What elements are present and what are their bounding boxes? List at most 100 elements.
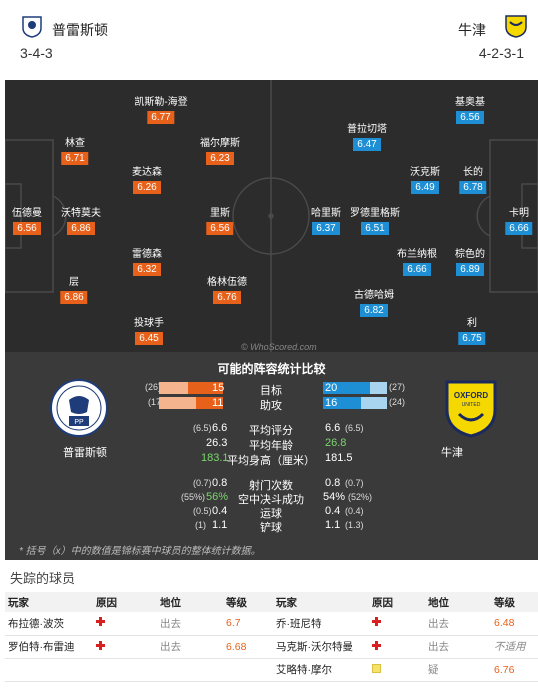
column-header: 等级 xyxy=(223,592,273,612)
away-player[interactable]: 沃克斯 6.49 xyxy=(410,166,440,194)
player-rating: 6.66 xyxy=(505,222,533,235)
home-missing-rating: 6.68 xyxy=(223,635,273,659)
pitch-lines xyxy=(5,80,538,352)
injury-icon xyxy=(93,612,157,636)
player-name: 普拉切塔 xyxy=(347,124,387,135)
away-missing-status: 疑 xyxy=(425,658,491,682)
player-rating: 6.86 xyxy=(67,222,95,235)
player-rating: 6.56 xyxy=(456,111,484,124)
home-player[interactable]: 伍德曼 6.56 xyxy=(12,207,42,235)
player-name: 凯斯勒-海登 xyxy=(134,97,188,108)
home-player[interactable]: 里斯 6.56 xyxy=(206,207,234,235)
home-goals: 15 xyxy=(212,382,225,394)
away-missing-status: 出去 xyxy=(425,635,491,659)
away-season-value: (0.4) xyxy=(345,506,364,516)
player-name: 里斯 xyxy=(210,208,230,219)
home-player[interactable]: 林查 6.71 xyxy=(61,137,89,165)
player-name: 古德哈姆 xyxy=(354,290,394,301)
away-missing-player[interactable]: 马克斯·沃尔特曼 xyxy=(273,635,369,659)
player-rating: 6.49 xyxy=(411,181,439,194)
away-player[interactable]: 古德哈姆 6.82 xyxy=(354,289,394,317)
home-player[interactable]: 雷德森 6.32 xyxy=(132,248,162,276)
home-missing-player xyxy=(5,658,93,682)
injury-icon xyxy=(369,612,425,636)
player-name: 沃克斯 xyxy=(410,167,440,178)
home-season-value: (1) xyxy=(195,520,206,530)
player-rating: 6.51 xyxy=(361,222,389,235)
player-name: 长的 xyxy=(463,167,483,178)
away-player[interactable]: 卡明 6.66 xyxy=(505,207,533,235)
home-player[interactable]: 沃特莫夫 6.86 xyxy=(61,207,101,235)
player-rating: 6.86 xyxy=(60,291,88,304)
away-value: 181.5 xyxy=(325,452,353,464)
player-rating: 6.37 xyxy=(312,222,340,235)
away-value: 1.1 xyxy=(325,519,341,531)
player-rating: 6.56 xyxy=(206,222,234,235)
away-player[interactable]: 长的 6.78 xyxy=(459,166,487,194)
column-header: 等级 xyxy=(491,592,538,612)
player-rating: 6.71 xyxy=(61,152,89,165)
away-player[interactable]: 棕色的 6.89 xyxy=(455,248,485,276)
away-missing-player[interactable]: 乔·班尼特 xyxy=(273,612,369,636)
player-name: 沃特莫夫 xyxy=(61,208,101,219)
player-rating: 6.66 xyxy=(403,263,431,276)
home-team-label: 普雷斯顿 xyxy=(63,447,107,459)
missing-players-title: 失踪的球员 xyxy=(10,571,76,586)
home-player[interactable]: 投球手 6.45 xyxy=(134,317,164,345)
stat-label: 平均年龄 xyxy=(249,440,293,452)
away-team-name[interactable]: 牛津 xyxy=(458,22,486,38)
player-rating: 6.23 xyxy=(206,152,234,165)
table-row: 艾略特·摩尔 疑 6.76 xyxy=(5,658,538,682)
oxford-crest-icon xyxy=(505,15,527,38)
watermark: © WhoScored.com xyxy=(241,342,317,352)
home-player[interactable]: 层 6.86 xyxy=(60,276,88,304)
player-name: 布兰纳根 xyxy=(397,249,437,260)
away-assists: 16 xyxy=(325,397,338,409)
home-season-value: (55%) xyxy=(181,492,206,502)
home-missing-player[interactable]: 布拉德·波茨 xyxy=(5,612,93,636)
stat-label: 运球 xyxy=(260,508,282,520)
column-header: 玩家 xyxy=(5,592,93,612)
svg-text:OXFORD: OXFORD xyxy=(454,391,488,400)
player-rating: 6.89 xyxy=(456,263,484,276)
away-missing-rating: 6.76 xyxy=(491,658,538,682)
player-rating: 6.78 xyxy=(459,181,487,194)
away-season-goals: (27) xyxy=(389,382,406,392)
away-player[interactable]: 哈里斯 6.37 xyxy=(311,207,341,235)
player-name: 层 xyxy=(69,277,79,288)
away-missing-player[interactable]: 艾略特·摩尔 xyxy=(273,658,369,682)
home-value: 183.1 xyxy=(201,452,229,464)
player-name: 福尔摩斯 xyxy=(200,138,240,149)
home-value: 0.8 xyxy=(212,477,228,489)
home-missing-player[interactable]: 罗伯特·布雷迪 xyxy=(5,635,93,659)
player-name: 罗德里格斯 xyxy=(350,208,400,219)
away-season-value: (0.7) xyxy=(345,478,364,488)
away-formation: 4-2-3-1 xyxy=(478,45,524,61)
table-row: 罗伯特·布雷迪 出去 6.68 马克斯·沃尔特曼 出去 不适用 xyxy=(5,635,538,659)
away-player[interactable]: 基奥基 6.56 xyxy=(455,96,485,124)
home-formation: 3-4-3 xyxy=(20,45,53,61)
away-season-value: (52%) xyxy=(348,492,373,502)
away-player[interactable]: 利 6.75 xyxy=(458,317,486,345)
home-player[interactable]: 麦达森 6.26 xyxy=(132,166,162,194)
svg-text:PP: PP xyxy=(74,419,84,426)
home-season-value: (0.5) xyxy=(193,506,212,516)
home-player[interactable]: 格林伍德 6.76 xyxy=(207,276,247,304)
away-player[interactable]: 罗德里格斯 6.51 xyxy=(350,207,400,235)
away-missing-rating: 不适用 xyxy=(491,635,538,659)
home-value: 26.3 xyxy=(206,437,228,449)
home-player[interactable]: 福尔摩斯 6.23 xyxy=(200,137,240,165)
away-player[interactable]: 布兰纳根 6.66 xyxy=(397,248,437,276)
home-team-name[interactable]: 普雷斯顿 xyxy=(52,22,108,38)
home-season-goals: (26) xyxy=(145,382,162,392)
player-name: 哈里斯 xyxy=(311,208,341,219)
stat-label: 助攻 xyxy=(260,400,282,412)
column-header: 玩家 xyxy=(273,592,369,612)
home-missing-status: 出去 xyxy=(157,635,223,659)
match-header: 普雷斯顿 3-4-3 牛津 4-2-3-1 xyxy=(0,0,538,76)
stat-label: 射门次数 xyxy=(249,480,293,492)
home-player[interactable]: 凯斯勒-海登 6.77 xyxy=(134,96,188,124)
home-missing-status xyxy=(157,658,223,682)
player-name: 利 xyxy=(467,318,477,329)
away-player[interactable]: 普拉切塔 6.47 xyxy=(347,123,387,151)
